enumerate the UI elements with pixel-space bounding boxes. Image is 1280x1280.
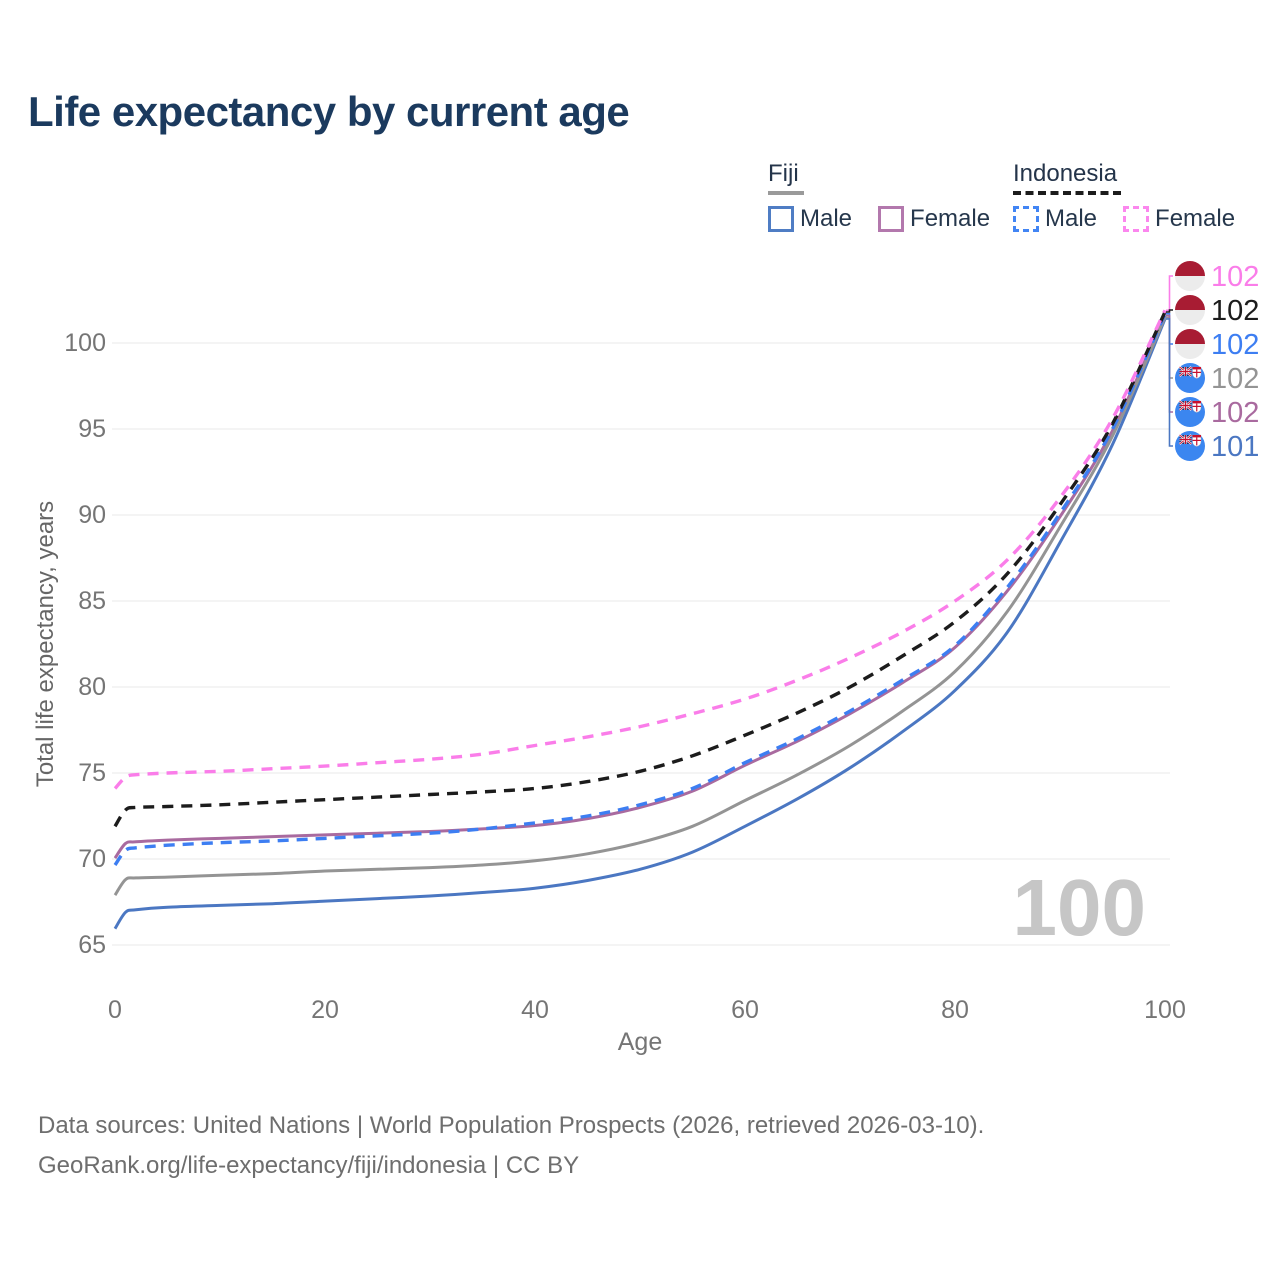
legend-group-fiji: Fiji Male Female: [768, 160, 990, 233]
flag-icon-fiji: [1175, 431, 1205, 461]
legend-item-indonesia-male[interactable]: Male: [1013, 205, 1097, 233]
indonesia-dashed-line-sample: [1013, 191, 1121, 195]
end-value-label-fiji-male: 101: [1211, 431, 1259, 463]
legend-item-label: Male: [1045, 205, 1098, 232]
y-tick-label-80: 80: [78, 673, 106, 701]
y-tick-label-90: 90: [78, 501, 106, 529]
x-tick-label-0: 0: [108, 996, 122, 1024]
end-value-label-indonesia-female: 102: [1211, 261, 1259, 293]
y-tick-label-70: 70: [78, 845, 106, 873]
y-tick-label-100: 100: [64, 329, 106, 357]
legend-item-fiji-female[interactable]: Female: [878, 205, 990, 233]
x-tick-label-20: 20: [311, 996, 339, 1024]
legend-item-fiji-male[interactable]: Male: [768, 205, 852, 233]
indonesia-female-swatch-icon: [1123, 206, 1150, 232]
footer: Data sources: United Nations | World Pop…: [38, 1106, 984, 1186]
page-title: Life expectancy by current age: [28, 88, 630, 135]
legend-country-label: Indonesia: [1013, 160, 1118, 187]
fiji-solid-line-sample: [768, 191, 804, 195]
footer-data-sources: Data sources: United Nations | World Pop…: [38, 1112, 985, 1139]
flag-icon-fiji: [1175, 397, 1205, 427]
legend-country-label: Fiji: [768, 160, 799, 187]
y-tick-label-65: 65: [78, 931, 106, 959]
series-line-indonesia-both-sexes[interactable]: [113, 311, 1167, 828]
end-value-label-indonesia-male: 102: [1211, 329, 1259, 361]
series-line-fiji-both-sexes[interactable]: [113, 316, 1167, 896]
flag-icon-indonesia: [1175, 295, 1205, 325]
y-tick-label-75: 75: [78, 759, 106, 787]
flag-icon-indonesia: [1175, 261, 1205, 291]
end-value-label-fiji-both-sexes: 102: [1211, 363, 1259, 395]
end-label-connector-indonesia-female: [1166, 275, 1173, 312]
legend-item-label: Male: [800, 205, 853, 232]
y-tick-label-95: 95: [78, 415, 106, 443]
series-line-fiji-male[interactable]: [113, 318, 1167, 930]
x-axis-title: Age: [617, 1028, 663, 1056]
end-label-connector-indonesia-both-sexes: [1166, 309, 1173, 313]
series-line-indonesia-female[interactable]: [113, 309, 1167, 790]
legend-country-fiji: Fiji: [768, 160, 990, 195]
x-tick-label-100: 100: [1144, 996, 1186, 1024]
fiji-male-swatch-icon: [768, 206, 794, 232]
footer-attribution: GeoRank.org/life-expectancy/fiji/indones…: [38, 1152, 580, 1179]
y-tick-label-85: 85: [78, 587, 106, 615]
flag-icon-fiji: [1175, 363, 1205, 393]
fiji-female-swatch-icon: [878, 206, 905, 232]
end-label-connector-fiji-male: [1166, 318, 1173, 447]
y-axis-title: Total life expectancy, years: [32, 500, 59, 788]
end-value-label-fiji-female: 102: [1211, 397, 1259, 429]
end-value-label-indonesia-both-sexes: 102: [1211, 295, 1259, 327]
flag-icon-indonesia: [1175, 329, 1205, 359]
indonesia-male-swatch-icon: [1013, 206, 1039, 232]
legend-item-label: Female: [910, 205, 991, 232]
x-tick-label-60: 60: [731, 996, 759, 1024]
x-tick-label-80: 80: [941, 996, 969, 1024]
series-line-fiji-female[interactable]: [113, 314, 1167, 860]
legend-group-indonesia: Indonesia Male Female: [1013, 160, 1235, 233]
legend-item-indonesia-female[interactable]: Female: [1123, 205, 1235, 233]
age-counter-watermark: 100: [1012, 863, 1146, 952]
legend-item-label: Female: [1155, 205, 1236, 232]
x-tick-label-40: 40: [521, 996, 549, 1024]
legend-country-indonesia: Indonesia: [1013, 160, 1235, 195]
